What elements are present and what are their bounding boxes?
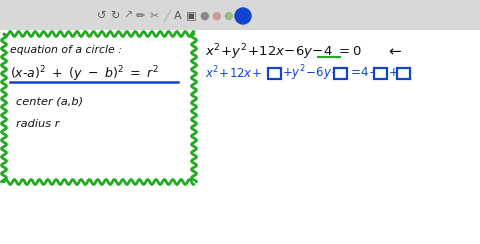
Text: ●: ● [211,11,221,21]
FancyBboxPatch shape [374,68,387,79]
FancyBboxPatch shape [397,68,410,79]
Text: ↻: ↻ [110,11,120,21]
Text: radius r: radius r [16,119,60,129]
Text: equation of a circle :: equation of a circle : [10,45,122,55]
Text: A: A [174,11,182,21]
Text: ↺: ↺ [97,11,107,21]
Text: $+$: $+$ [388,67,398,80]
Text: ✏: ✏ [135,11,144,21]
FancyBboxPatch shape [268,68,281,79]
Text: ●: ● [199,11,209,21]
Text: ←: ← [388,44,401,60]
Text: $=\!4\!+$: $=\!4\!+$ [348,67,379,80]
FancyBboxPatch shape [334,68,347,79]
Text: $x^2\!+\!12x\!+$: $x^2\!+\!12x\!+$ [205,65,262,81]
Text: $(x$-$a)^2\ +\ (y\ -\ b)^2\ =\ r^2$: $(x$-$a)^2\ +\ (y\ -\ b)^2\ =\ r^2$ [10,64,159,84]
Text: ↗: ↗ [123,11,132,21]
Text: ●: ● [238,11,248,21]
Text: center (a,b): center (a,b) [16,97,83,107]
Text: $+y^2\!-\!6y\!+$: $+y^2\!-\!6y\!+$ [282,63,341,83]
Text: ✂: ✂ [149,11,159,21]
Text: $x^2\!+\!y^2\!+\!12x\!-\!6y\!-\!4\ =0$: $x^2\!+\!y^2\!+\!12x\!-\!6y\!-\!4\ =0$ [205,42,362,62]
FancyBboxPatch shape [0,0,480,30]
Text: ●: ● [223,11,233,21]
Text: ▣: ▣ [186,11,196,21]
Circle shape [235,8,251,24]
Text: ╱: ╱ [164,10,170,22]
